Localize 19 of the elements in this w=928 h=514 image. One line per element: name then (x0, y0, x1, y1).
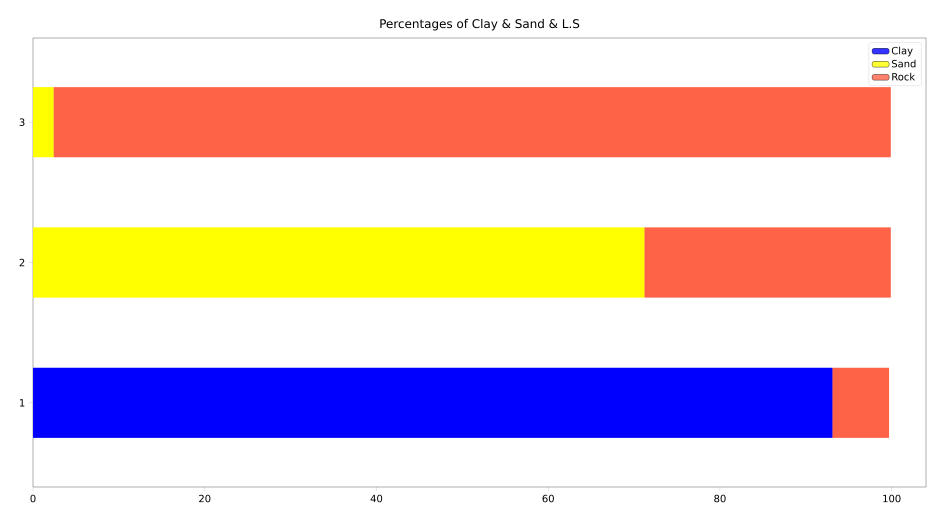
bar (644, 227, 891, 298)
y-tick-label: 1 (20, 399, 24, 406)
chart-title: Percentages of Clay & Sand & L.S (380, 18, 580, 30)
legend-label: Clay (892, 46, 913, 56)
bar (33, 87, 54, 158)
x-tick-label: 80 (714, 494, 726, 502)
legend-label: Rock (892, 72, 916, 80)
legend-label: Sand (892, 60, 916, 68)
x-tick-label: 20 (199, 494, 210, 502)
bar (33, 368, 832, 438)
x-tick-label: 60 (542, 494, 554, 502)
y-tick-label: 3 (20, 118, 24, 126)
bar (832, 368, 890, 438)
bar (33, 227, 644, 298)
x-tick-label: 0 (30, 494, 36, 502)
x-tick-label: 40 (370, 494, 382, 502)
bar (54, 87, 891, 158)
y-tick-label: 2 (20, 258, 24, 266)
x-tick-label: 100 (883, 494, 901, 502)
